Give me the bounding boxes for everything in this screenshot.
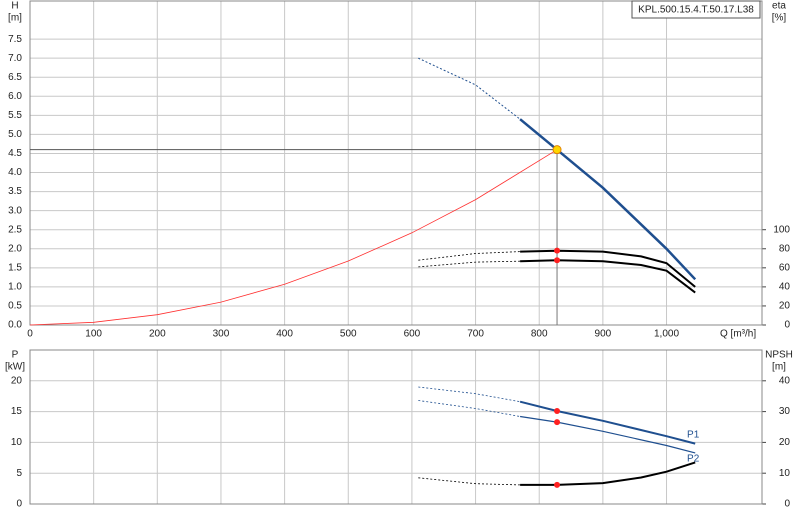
y2-tick-label: 20: [779, 301, 791, 312]
y2-tick-label: 20: [779, 437, 791, 448]
y-tick-label: 5.5: [8, 110, 22, 121]
y-tick-label: 2.5: [8, 224, 22, 235]
y2-axis-label: NPSH: [765, 350, 793, 361]
y2-tick-label: 60: [779, 262, 791, 273]
operating-point: [554, 257, 561, 264]
y2-tick-label: 0: [784, 320, 790, 331]
y-tick-label: 3.0: [8, 205, 22, 216]
x-axis-label: Q [m³/h]: [720, 329, 756, 340]
curve: [29, 149, 558, 326]
x-tick-label: 600: [404, 329, 421, 340]
y-tick-label: 15: [11, 406, 23, 417]
operating-point: [554, 247, 561, 254]
x-tick-label: 0: [27, 329, 33, 340]
y-tick-label: 1.0: [8, 282, 22, 293]
y-tick-label: 3.5: [8, 186, 22, 197]
y2-axis-label: eta: [772, 1, 786, 12]
y-axis-unit: [m]: [8, 13, 22, 24]
curve: [418, 477, 521, 486]
y2-tick-label: 40: [779, 282, 791, 293]
y-tick-label: 0: [16, 499, 22, 510]
x-tick-label: 800: [531, 329, 548, 340]
operating-point: [554, 407, 561, 414]
y-tick-label: 5: [16, 468, 22, 479]
y2-tick-label: 80: [779, 243, 791, 254]
curve: [418, 400, 521, 417]
y-axis-unit: [kW]: [5, 362, 25, 373]
x-tick-label: 1,000: [654, 329, 679, 340]
y-tick-label: 0.0: [8, 320, 22, 331]
y-axis-label: P: [12, 350, 19, 361]
y-tick-label: 6.5: [8, 72, 22, 83]
curve: [520, 415, 696, 454]
y2-tick-label: 100: [773, 224, 790, 235]
x-tick-label: 700: [467, 329, 484, 340]
y-tick-label: 6.0: [8, 91, 22, 102]
y-tick-label: 4.5: [8, 148, 22, 159]
operating-point: [554, 419, 561, 426]
curve: [520, 461, 696, 486]
curve: [418, 57, 521, 120]
curve: [418, 386, 521, 403]
y2-axis-unit: [m]: [772, 362, 786, 373]
y2-tick-label: 0: [784, 499, 790, 510]
chart-title: KPL.500.15.4.T.50.17.L38: [638, 5, 754, 16]
plot-frame: [29, 349, 763, 505]
operating-point: [554, 481, 561, 488]
y-tick-label: 4.0: [8, 167, 22, 178]
x-tick-label: 100: [85, 329, 102, 340]
curve: [520, 259, 696, 294]
y-axis-label: H: [11, 1, 18, 12]
x-tick-label: 200: [149, 329, 166, 340]
y-tick-label: 1.5: [8, 262, 22, 273]
title-box: [631, 0, 761, 19]
y-tick-label: 20: [11, 375, 23, 386]
y-tick-label: 7.0: [8, 53, 22, 64]
x-tick-label: 400: [276, 329, 293, 340]
curve: [418, 260, 521, 268]
y2-tick-label: 10: [779, 468, 791, 479]
y2-tick-label: 30: [779, 406, 791, 417]
y-tick-label: 0.5: [8, 301, 22, 312]
y-tick-label: 7.5: [8, 34, 22, 45]
y2-axis-unit: [%]: [772, 13, 787, 24]
curve: [520, 249, 696, 288]
plot-frame: [29, 0, 763, 326]
curve: [519, 400, 696, 445]
y2-tick-label: 40: [779, 375, 791, 386]
y-tick-label: 10: [11, 437, 23, 448]
curve: [418, 251, 521, 261]
curve-label: P2: [687, 454, 700, 465]
x-tick-label: 900: [595, 329, 612, 340]
curve: [519, 118, 697, 281]
y-tick-label: 2.0: [8, 243, 22, 254]
curve-label: P1: [687, 429, 700, 440]
duty-point: [552, 145, 562, 155]
x-tick-label: 500: [340, 329, 357, 340]
x-tick-label: 300: [213, 329, 230, 340]
y-tick-label: 5.0: [8, 129, 22, 140]
